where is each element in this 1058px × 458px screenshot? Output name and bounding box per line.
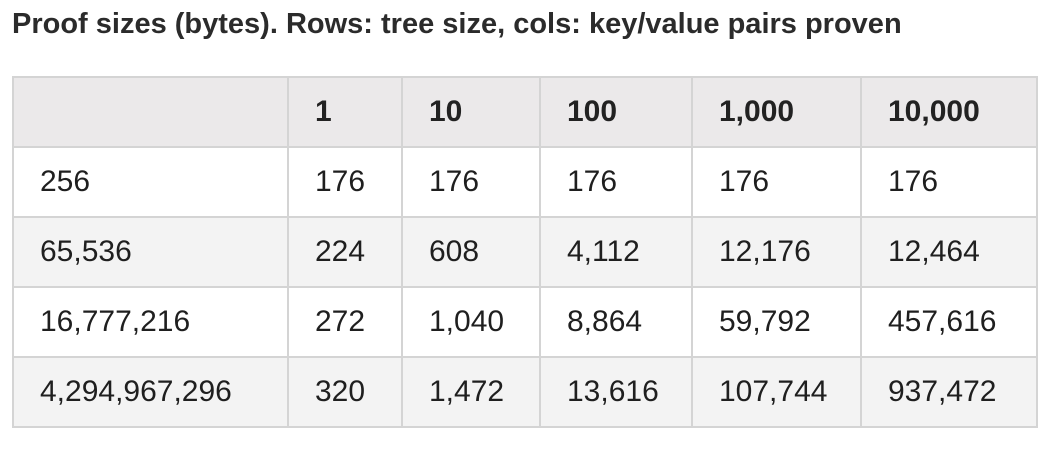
table-cell: 1,472 — [401, 356, 541, 428]
table-cell: 8,864 — [539, 286, 693, 358]
header-row: 1 10 100 1,000 10,000 — [12, 76, 1038, 148]
table-cell: 1,040 — [401, 286, 541, 358]
table-row: 65,536 224 608 4,112 12,176 12,464 — [12, 216, 1038, 288]
table-cell: 608 — [401, 216, 541, 288]
table-cell: 12,176 — [691, 216, 862, 288]
table-cell: 59,792 — [691, 286, 862, 358]
table-cell: 12,464 — [860, 216, 1038, 288]
header-cell-pairs-10: 10 — [401, 76, 541, 148]
table-cell: 13,616 — [539, 356, 693, 428]
row-header-tree-size: 256 — [12, 146, 289, 218]
table-cell: 176 — [691, 146, 862, 218]
table-row: 16,777,216 272 1,040 8,864 59,792 457,61… — [12, 286, 1038, 358]
row-header-tree-size: 16,777,216 — [12, 286, 289, 358]
header-cell-pairs-100: 100 — [539, 76, 693, 148]
table-row: 4,294,967,296 320 1,472 13,616 107,744 9… — [12, 356, 1038, 428]
table-cell: 272 — [287, 286, 403, 358]
table-cell: 457,616 — [860, 286, 1038, 358]
header-cell-pairs-10000: 10,000 — [860, 76, 1038, 148]
proof-sizes-table: 1 10 100 1,000 10,000 256 176 176 176 17… — [12, 76, 1038, 428]
row-header-tree-size: 4,294,967,296 — [12, 356, 289, 428]
table-cell: 107,744 — [691, 356, 862, 428]
table-cell: 176 — [401, 146, 541, 218]
table-cell: 320 — [287, 356, 403, 428]
table-row: 256 176 176 176 176 176 — [12, 146, 1038, 218]
header-cell-pairs-1: 1 — [287, 76, 403, 148]
table-cell: 176 — [539, 146, 693, 218]
row-header-tree-size: 65,536 — [12, 216, 289, 288]
table-cell: 224 — [287, 216, 403, 288]
table-cell: 176 — [287, 146, 403, 218]
header-cell-pairs-1000: 1,000 — [691, 76, 862, 148]
table-cell: 4,112 — [539, 216, 693, 288]
table-caption: Proof sizes (bytes). Rows: tree size, co… — [12, 8, 902, 40]
header-corner-cell — [12, 76, 289, 148]
table-cell: 176 — [860, 146, 1038, 218]
table-cell: 937,472 — [860, 356, 1038, 428]
